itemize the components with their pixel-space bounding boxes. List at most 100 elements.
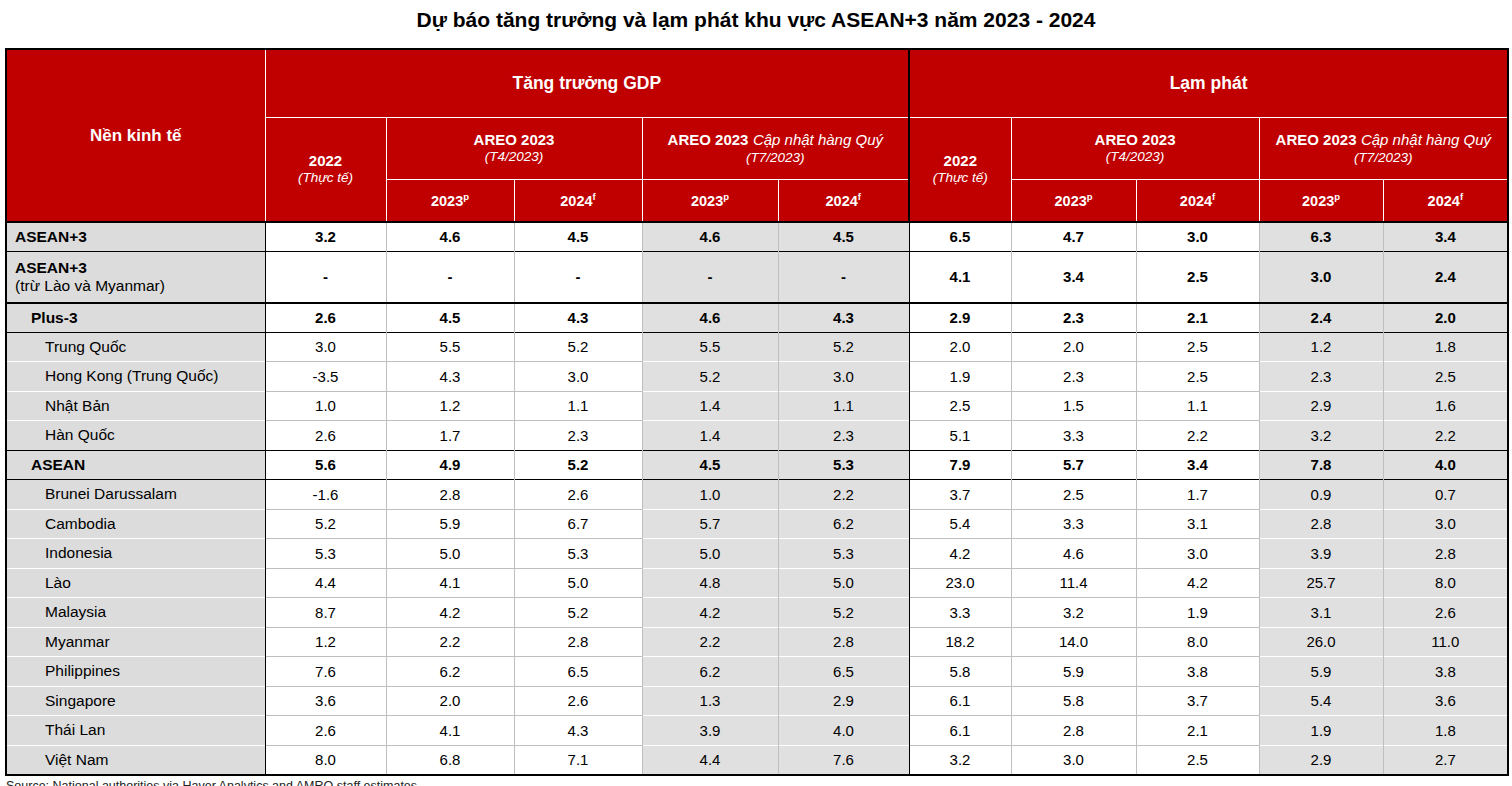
value-cell: 5.3 [265, 539, 386, 569]
year-2024f-header: 2024f [778, 179, 909, 222]
economy-label: Brunei Darussalam [6, 480, 265, 510]
value-cell: 3.9 [642, 716, 778, 746]
value-cell: 4.2 [1136, 568, 1259, 598]
value-cell: 4.6 [642, 222, 778, 252]
value-cell: 8.0 [1383, 568, 1508, 598]
value-cell: 1.9 [909, 362, 1011, 392]
value-cell: 5.2 [642, 362, 778, 392]
value-cell: 4.5 [642, 450, 778, 480]
value-cell: 5.7 [1011, 450, 1136, 480]
table-row: Indonesia5.35.05.35.05.34.24.63.03.92.8 [6, 539, 1508, 569]
value-cell: 1.1 [514, 391, 642, 421]
value-cell: 5.9 [1259, 657, 1383, 687]
value-cell: 4.5 [386, 303, 514, 333]
value-cell: 5.0 [778, 568, 909, 598]
value-cell: 1.8 [1383, 332, 1508, 362]
economy-label: Hàn Quốc [6, 421, 265, 451]
gdp-areo-update-header: AREO 2023 Cập nhật hàng Quý (T7/2023) [642, 117, 909, 179]
value-cell: 4.1 [909, 252, 1011, 303]
value-cell: 8.7 [265, 598, 386, 628]
value-cell: 2.6 [265, 303, 386, 333]
year-2024f-header: 2024f [514, 179, 642, 222]
value-cell: 8.0 [265, 745, 386, 775]
table-row: Brunei Darussalam-1.62.82.61.02.23.72.51… [6, 480, 1508, 510]
value-cell: 5.2 [778, 332, 909, 362]
cpi-2022-note: (Thực tế) [914, 169, 1007, 186]
value-cell: 4.7 [1011, 222, 1136, 252]
value-cell: 6.5 [778, 657, 909, 687]
value-cell: 1.7 [386, 421, 514, 451]
cpi-areo-label: AREO 2023 [1016, 131, 1255, 148]
value-cell: 2.3 [1011, 362, 1136, 392]
value-cell: 3.1 [1136, 509, 1259, 539]
table-header: Nền kinh tế Tăng trưởng GDP Lạm phát 202… [6, 49, 1508, 222]
value-cell: 3.0 [1011, 745, 1136, 775]
value-cell: 5.2 [514, 450, 642, 480]
value-cell: 2.2 [778, 480, 909, 510]
source-note: Source: National authorities via Haver A… [6, 779, 1512, 786]
value-cell: 4.0 [1383, 450, 1508, 480]
value-cell: - [386, 252, 514, 303]
table-row: Lào4.44.15.04.85.023.011.44.225.78.0 [6, 568, 1508, 598]
value-cell: 4.2 [386, 598, 514, 628]
table-row: Hong Kong (Trung Quốc)-3.54.33.05.23.01.… [6, 362, 1508, 392]
table-row: Thái Lan2.64.14.33.94.06.12.82.11.91.8 [6, 716, 1508, 746]
economy-label: Hong Kong (Trung Quốc) [6, 362, 265, 392]
value-cell: 4.4 [642, 745, 778, 775]
value-cell: 2.2 [1383, 421, 1508, 451]
value-cell: 4.3 [514, 303, 642, 333]
year-2024f-header: 2024f [1383, 179, 1508, 222]
gdp-areo-note: (T4/2023) [391, 148, 638, 165]
value-cell: 2.8 [1011, 716, 1136, 746]
value-cell: 1.8 [1383, 716, 1508, 746]
value-cell: 14.0 [1011, 627, 1136, 657]
value-cell: 2.2 [642, 627, 778, 657]
value-cell: 3.6 [265, 686, 386, 716]
economy-label: Thái Lan [6, 716, 265, 746]
value-cell: 4.1 [386, 568, 514, 598]
value-cell: 5.1 [909, 421, 1011, 451]
table-row: ASEAN+3(trừ Lào và Myanmar)-----4.13.42.… [6, 252, 1508, 303]
value-cell: 7.9 [909, 450, 1011, 480]
value-cell: 4.3 [514, 716, 642, 746]
economy-label: Trung Quốc [6, 332, 265, 362]
value-cell: 2.5 [1136, 252, 1259, 303]
value-cell: 3.3 [909, 598, 1011, 628]
value-cell: 5.0 [642, 539, 778, 569]
cpi-areo-update-header: AREO 2023 Cập nhật hàng Quý (T7/2023) [1259, 117, 1508, 179]
value-cell: 2.3 [1011, 303, 1136, 333]
table-row: Singapore3.62.02.61.32.96.15.83.75.43.6 [6, 686, 1508, 716]
table-row: Hàn Quốc2.61.72.31.42.35.13.32.23.22.2 [6, 421, 1508, 451]
value-cell: 3.6 [1383, 686, 1508, 716]
value-cell: 5.9 [386, 509, 514, 539]
value-cell: 2.5 [1011, 480, 1136, 510]
value-cell: 2.8 [386, 480, 514, 510]
economy-column-header: Nền kinh tế [6, 49, 265, 222]
value-cell: 1.0 [642, 480, 778, 510]
value-cell: 5.2 [265, 509, 386, 539]
value-cell: 7.1 [514, 745, 642, 775]
economy-label: ASEAN+3 [6, 222, 265, 252]
value-cell: 3.3 [1011, 509, 1136, 539]
value-cell: 4.3 [778, 303, 909, 333]
economy-label: Plus-3 [6, 303, 265, 333]
value-cell: 3.0 [1136, 539, 1259, 569]
value-cell: 2.6 [514, 686, 642, 716]
value-cell: 3.2 [265, 222, 386, 252]
value-cell: 7.8 [1259, 450, 1383, 480]
value-cell: 4.3 [386, 362, 514, 392]
value-cell: 2.4 [1259, 303, 1383, 333]
value-cell: 1.2 [265, 627, 386, 657]
value-cell: 0.9 [1259, 480, 1383, 510]
value-cell: 3.0 [1136, 222, 1259, 252]
value-cell: 3.4 [1383, 222, 1508, 252]
value-cell: 6.8 [386, 745, 514, 775]
value-cell: 11.4 [1011, 568, 1136, 598]
value-cell: 2.8 [1383, 539, 1508, 569]
value-cell: 2.6 [265, 421, 386, 451]
value-cell: 2.0 [386, 686, 514, 716]
economy-label: Singapore [6, 686, 265, 716]
value-cell: 7.6 [778, 745, 909, 775]
economy-label: Myanmar [6, 627, 265, 657]
value-cell: 2.5 [1136, 362, 1259, 392]
